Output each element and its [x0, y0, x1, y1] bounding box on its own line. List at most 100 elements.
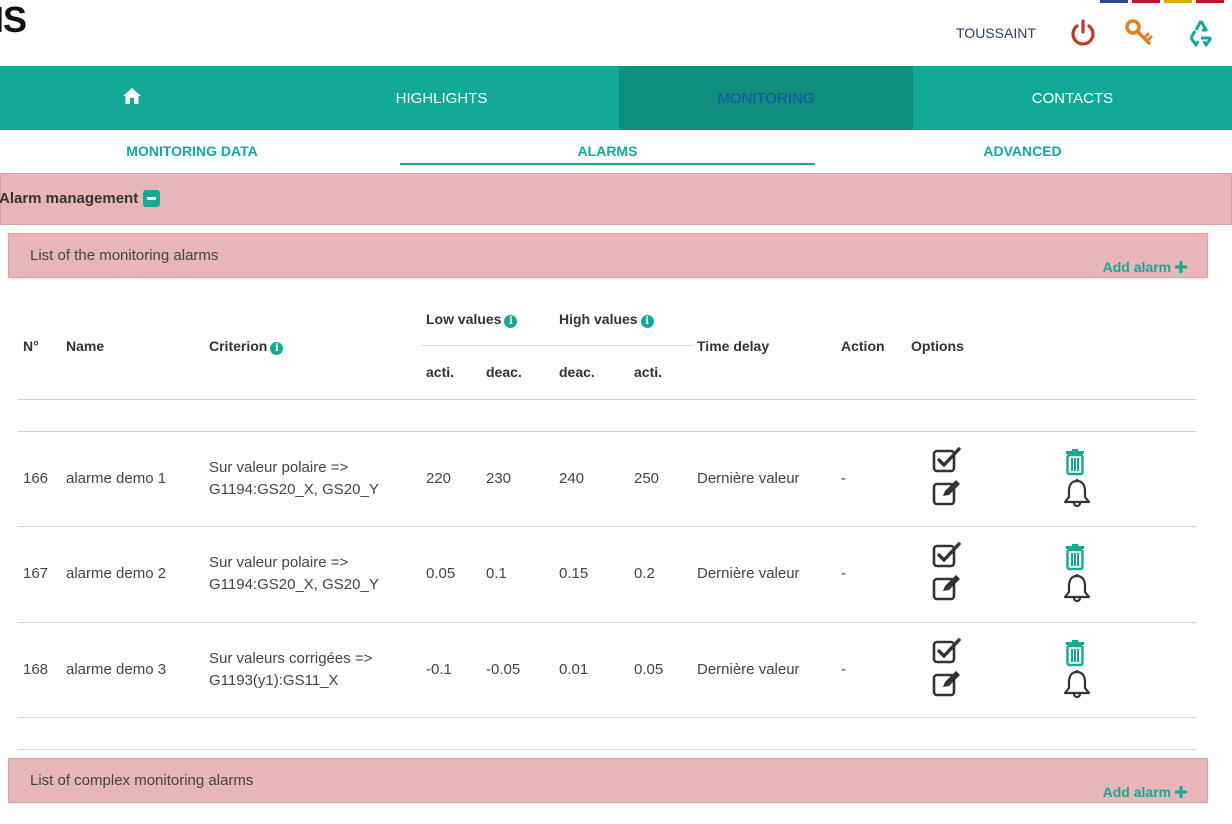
cell-low-acti: 220	[426, 470, 452, 487]
col-high-values: High values i	[559, 311, 654, 328]
main-nav: HIGHLIGHTS MONITORING CONTACTS	[0, 66, 1232, 130]
trash-icon[interactable]	[1060, 639, 1090, 667]
home-icon	[122, 87, 142, 109]
table-divider	[18, 399, 1197, 400]
table-divider	[18, 717, 1197, 718]
tab-advanced[interactable]: ADVANCED	[983, 143, 1062, 159]
nav-contacts[interactable]: CONTACTS	[1031, 89, 1114, 107]
cell-name: alarme demo 1	[66, 470, 167, 487]
cell-number: 166	[23, 470, 49, 487]
col-low-values-label: Low values	[426, 311, 502, 327]
edit-icon[interactable]	[932, 669, 962, 697]
col-criterion-label: Criterion	[209, 338, 268, 354]
power-icon[interactable]	[1068, 18, 1098, 48]
col-time-delay: Time delay	[697, 338, 770, 354]
cell-name: alarme demo 2	[66, 565, 167, 582]
cell-criterion-line1: Sur valeur polaire =>	[209, 459, 349, 476]
key-icon[interactable]	[1124, 18, 1154, 48]
alarm-management-title: Alarm management	[0, 190, 139, 207]
validate-icon[interactable]	[932, 446, 962, 474]
alarm-management-header: Alarm management	[0, 173, 1232, 225]
validate-icon[interactable]	[932, 541, 962, 569]
flag-2[interactable]	[1132, 0, 1160, 3]
cell-time-delay: Dernière valeur	[697, 661, 800, 678]
table-divider	[18, 749, 1197, 750]
cell-criterion-line2: G1193(y1):GS11_X	[209, 672, 339, 689]
nav-highlights[interactable]: HIGHLIGHTS	[395, 89, 488, 107]
edit-icon[interactable]	[932, 573, 962, 601]
col-high-acti: acti.	[634, 364, 663, 380]
edit-icon[interactable]	[932, 478, 962, 506]
cell-criterion-line1: Sur valeurs corrigées =>	[209, 650, 373, 667]
cell-action: -	[841, 661, 846, 678]
cell-criterion-line2: G1194:GS20_X, GS20_Y	[209, 576, 379, 593]
col-low-deac: deac.	[486, 364, 522, 380]
cell-high-deac: 0.01	[559, 661, 589, 678]
col-options: Options	[911, 338, 964, 354]
cell-high-acti: 0.05	[634, 661, 664, 678]
complex-alarms-title: List of complex monitoring alarms	[30, 772, 254, 789]
col-name: Name	[66, 338, 105, 354]
cell-low-acti: -0.1	[426, 661, 452, 678]
cell-criterion-line2: G1194:GS20_X, GS20_Y	[209, 481, 379, 498]
info-icon[interactable]: i	[640, 315, 654, 328]
top-header: IS TOUSSAINT	[0, 0, 1232, 66]
complex-alarms-panel: List of complex monitoring alarms Add al…	[8, 758, 1208, 803]
add-alarm-label: Add alarm	[1102, 784, 1172, 800]
cell-criterion-line1: Sur valeur polaire =>	[209, 554, 349, 571]
cell-high-acti: 0.2	[634, 565, 655, 582]
monitoring-alarms-title: List of the monitoring alarms	[30, 247, 219, 264]
col-high-deac: deac.	[559, 364, 595, 380]
table-divider	[18, 526, 1197, 527]
add-alarm-button[interactable]: Add alarm	[1103, 259, 1187, 276]
nav-home[interactable]	[0, 66, 264, 130]
cell-action: -	[841, 470, 846, 487]
cell-high-deac: 240	[559, 470, 585, 487]
bell-icon[interactable]	[1062, 478, 1092, 508]
app-logo: IS	[0, 0, 27, 40]
plus-icon	[1175, 785, 1187, 801]
add-complex-alarm-button[interactable]: Add alarm	[1103, 784, 1187, 801]
cell-high-acti: 250	[634, 470, 660, 487]
active-tab-underline	[400, 163, 815, 165]
cell-action: -	[841, 565, 846, 582]
cell-time-delay: Dernière valeur	[697, 470, 800, 487]
bell-icon[interactable]	[1062, 669, 1092, 699]
cell-number: 167	[23, 565, 49, 582]
table-divider	[18, 622, 1197, 623]
cell-low-deac: 0.1	[486, 565, 507, 582]
cell-low-acti: 0.05	[426, 565, 456, 582]
cell-number: 168	[23, 661, 49, 678]
col-low-acti: acti.	[426, 364, 455, 380]
info-icon[interactable]: i	[270, 342, 284, 355]
col-low-values: Low values i	[426, 311, 518, 328]
cell-time-delay: Dernière valeur	[697, 565, 800, 582]
nav-monitoring[interactable]: MONITORING	[619, 66, 913, 130]
col-high-values-label: High values	[559, 311, 638, 327]
trash-icon[interactable]	[1060, 543, 1090, 571]
recycle-icon[interactable]	[1186, 18, 1216, 48]
cell-high-deac: 0.15	[559, 565, 589, 582]
bell-icon[interactable]	[1062, 573, 1092, 603]
cell-name: alarme demo 3	[66, 661, 167, 678]
add-alarm-label: Add alarm	[1102, 259, 1172, 275]
plus-icon	[1175, 260, 1187, 276]
col-number: N°	[23, 338, 39, 354]
cell-low-deac: -0.05	[486, 661, 521, 678]
cell-low-deac: 230	[486, 470, 512, 487]
info-icon[interactable]: i	[504, 315, 518, 328]
flag-3[interactable]	[1164, 0, 1192, 3]
col-criterion: Criterion i	[209, 338, 284, 355]
collapse-button[interactable]	[143, 190, 160, 207]
trash-icon[interactable]	[1060, 448, 1090, 476]
tab-monitoring-data[interactable]: MONITORING DATA	[126, 143, 258, 159]
flag-1[interactable]	[1100, 0, 1128, 3]
flag-4[interactable]	[1196, 0, 1224, 3]
user-name[interactable]: TOUSSAINT	[956, 25, 1036, 41]
validate-icon[interactable]	[932, 637, 962, 665]
monitoring-alarms-panel: List of the monitoring alarms Add alarm	[8, 233, 1208, 278]
tab-alarms[interactable]: ALARMS	[577, 143, 638, 159]
header-divider	[422, 345, 692, 346]
table-divider	[18, 431, 1197, 432]
language-flags	[1100, 0, 1224, 3]
